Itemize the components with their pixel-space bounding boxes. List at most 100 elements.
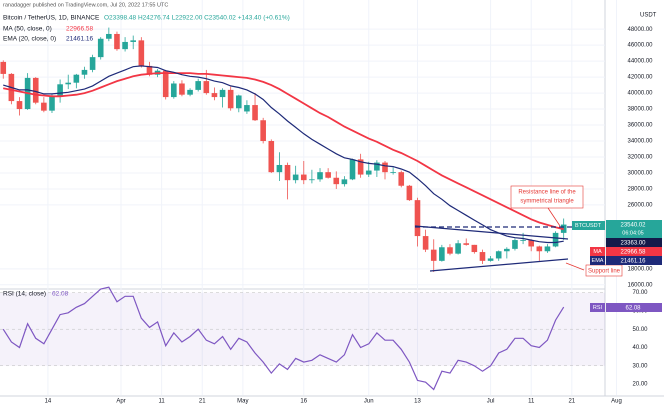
y-axis-label: USDT bbox=[640, 13, 657, 19]
candle-body bbox=[73, 74, 80, 83]
candle-body bbox=[430, 249, 437, 261]
ema-value: 21461.16 bbox=[620, 258, 646, 264]
rsi-value: 62.08 bbox=[625, 305, 641, 311]
x-tick-label: Aug bbox=[611, 399, 622, 405]
candle-body bbox=[57, 84, 63, 97]
candle-body bbox=[89, 57, 96, 70]
grid bbox=[0, 0, 617, 395]
candle-body bbox=[382, 162, 388, 173]
indicator-line bbox=[2, 286, 565, 391]
chart-title: Bitcoin / TetherUS, 1D, BINANCE bbox=[3, 15, 100, 22]
tag-bg bbox=[572, 221, 605, 230]
candle-body bbox=[49, 96, 55, 111]
candle-body bbox=[544, 246, 551, 252]
legend-value: 62.08 bbox=[52, 291, 69, 298]
candle-body bbox=[0, 61, 7, 74]
candle-body bbox=[349, 159, 356, 180]
y-tick-label: 30.00 bbox=[632, 363, 648, 369]
candle-body bbox=[300, 174, 307, 181]
candle-body bbox=[390, 172, 396, 173]
x-tick-label: 14 bbox=[45, 399, 52, 405]
y-tick-label: 50.00 bbox=[632, 327, 648, 333]
symbol-tag: BTCUSDT bbox=[575, 223, 602, 229]
publisher: ranadagger published on TradingView.com,… bbox=[3, 2, 168, 8]
candle-body bbox=[211, 93, 218, 98]
y-tick-label: 18000.00 bbox=[627, 266, 653, 272]
candle-body bbox=[65, 82, 72, 85]
y-tick-label: 38000.00 bbox=[627, 107, 653, 113]
y-tick-label: 26000.00 bbox=[627, 202, 653, 208]
tag-bg bbox=[606, 256, 662, 265]
candle-body bbox=[357, 159, 364, 175]
annotation-box bbox=[510, 185, 584, 209]
candle-body bbox=[195, 81, 201, 90]
legend-name: RSI (14, close) bbox=[3, 291, 46, 298]
candle-body bbox=[536, 246, 543, 252]
candle-body bbox=[284, 164, 291, 181]
candle-body bbox=[32, 77, 39, 103]
legend-name: MA (50, close, 0) bbox=[3, 26, 52, 33]
annotation-text: Resistance line of the bbox=[518, 190, 576, 196]
candle-body bbox=[244, 105, 250, 112]
candle-body bbox=[398, 172, 405, 186]
candle-body bbox=[171, 83, 177, 98]
candle-body bbox=[487, 258, 494, 261]
x-tick-label: 13 bbox=[414, 399, 421, 405]
ohlc-text: O23398.48 H24276.74 L22922.00 C23540.02 … bbox=[104, 15, 290, 22]
price-tags: BTCUSDT 23540.02 06:04:05 23363.00 MA 22… bbox=[572, 220, 662, 312]
candle-body bbox=[130, 40, 137, 42]
candle-body bbox=[41, 102, 47, 111]
candle-body bbox=[512, 240, 518, 249]
y-tick-label: 32000.00 bbox=[627, 155, 653, 161]
indicator-line bbox=[3, 72, 564, 231]
x-tick-label: 21 bbox=[199, 399, 206, 405]
tag-bg bbox=[606, 247, 662, 256]
candle-body bbox=[447, 247, 453, 254]
candle-body bbox=[122, 41, 128, 50]
y-tick-label: 20.00 bbox=[632, 382, 648, 388]
candle-body bbox=[252, 105, 258, 121]
tag-bg bbox=[590, 247, 605, 256]
annotation-arrow bbox=[565, 262, 585, 271]
rsi-tag: RSI bbox=[593, 305, 603, 311]
candle-body bbox=[414, 200, 421, 237]
candle-body bbox=[97, 38, 104, 58]
countdown: 06:04:05 bbox=[622, 230, 643, 236]
candle-body bbox=[179, 83, 185, 95]
marks bbox=[0, 27, 567, 391]
candle-body bbox=[260, 120, 266, 142]
candle-body bbox=[504, 248, 510, 252]
x-tick-label: May bbox=[237, 399, 248, 405]
candle-body bbox=[463, 243, 470, 245]
last-price: 23540.02 bbox=[620, 223, 646, 229]
candle-body bbox=[552, 232, 559, 247]
candle-body bbox=[187, 89, 193, 95]
candle-body bbox=[146, 65, 153, 75]
x-tick-label: Jul bbox=[487, 399, 495, 405]
y-tick-label: 44000.00 bbox=[627, 59, 653, 65]
drawings: Resistance line of the symmetrical trian… bbox=[414, 185, 623, 277]
x-tick-label: Apr bbox=[116, 399, 125, 405]
y-tick-label: 36000.00 bbox=[627, 123, 653, 129]
level-tag: 23363.00 bbox=[620, 240, 646, 246]
candle-body bbox=[106, 33, 112, 39]
y-tick-label: 40.00 bbox=[632, 345, 648, 351]
resistance-line bbox=[414, 225, 569, 240]
candle-body bbox=[520, 240, 526, 241]
candle-body bbox=[455, 243, 461, 254]
candle-body bbox=[276, 164, 283, 173]
tag-bg bbox=[606, 238, 662, 247]
x-tick-label: Jun bbox=[364, 399, 374, 405]
candle-body bbox=[138, 40, 145, 66]
candle-body bbox=[317, 172, 323, 180]
tag-bg bbox=[606, 220, 662, 238]
ema-tag: EMA bbox=[592, 258, 604, 264]
candle-body bbox=[325, 172, 331, 178]
tag-bg bbox=[606, 303, 662, 312]
candle-body bbox=[374, 162, 380, 171]
candle-body bbox=[16, 101, 23, 110]
legend-value: 21461.16 bbox=[66, 36, 93, 43]
y-tick-label: 42000.00 bbox=[627, 75, 653, 81]
y-tick-label: 70.00 bbox=[632, 290, 648, 296]
